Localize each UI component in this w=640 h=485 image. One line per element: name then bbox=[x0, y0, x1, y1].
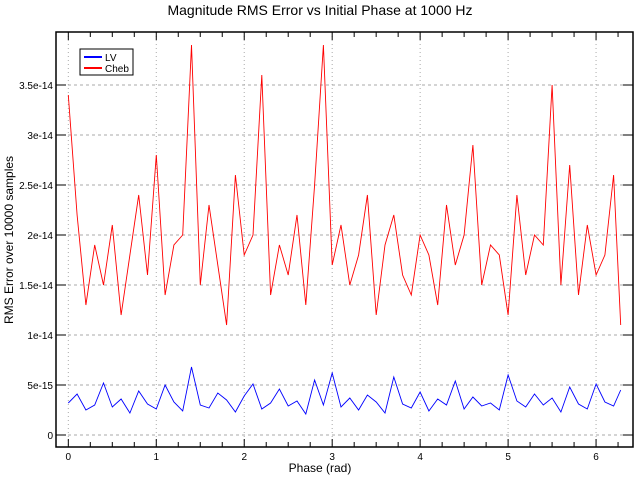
y-tick-label: 3.5e-14 bbox=[19, 81, 53, 92]
legend: LV Cheb bbox=[79, 48, 134, 76]
series-line-cheb bbox=[67, 44, 622, 326]
y-tick-label: 1e-14 bbox=[27, 331, 53, 342]
x-tick-label: 4 bbox=[417, 452, 423, 463]
x-tick-label: 5 bbox=[505, 452, 511, 463]
plot-frame bbox=[55, 31, 634, 448]
x-tick-label: 3 bbox=[329, 452, 335, 463]
x-tick-label: 1 bbox=[153, 452, 159, 463]
chart-title: Magnitude RMS Error vs Initial Phase at … bbox=[167, 2, 472, 18]
grid bbox=[56, 32, 633, 447]
y-axis-label: RMS Error over 10000 samples bbox=[2, 156, 16, 324]
y-tick-label: 0 bbox=[47, 431, 53, 442]
y-tick-label: 2.5e-14 bbox=[19, 181, 53, 192]
x-tick-label: 0 bbox=[66, 452, 72, 463]
legend-label-cheb: Cheb bbox=[105, 64, 129, 75]
y-tick-label: 1.5e-14 bbox=[19, 281, 53, 292]
legend-label-lv: LV bbox=[105, 53, 117, 64]
series-layer bbox=[67, 44, 622, 416]
x-tick-label: 6 bbox=[593, 452, 599, 463]
y-tick-label: 3e-14 bbox=[27, 131, 53, 142]
series-line-lv bbox=[67, 366, 622, 416]
y-tick-label: 5e-15 bbox=[27, 381, 53, 392]
ticks: 0 1 2 3 4 5 6 0 5e-15 1e-14 1.5e-14 2e-14 2.5e-14 3e-… bbox=[19, 32, 633, 463]
x-tick-label: 2 bbox=[241, 452, 247, 463]
y-tick-label: 2e-14 bbox=[27, 231, 53, 242]
legend-box bbox=[79, 48, 134, 76]
x-axis-label: Phase (rad) bbox=[289, 461, 352, 475]
